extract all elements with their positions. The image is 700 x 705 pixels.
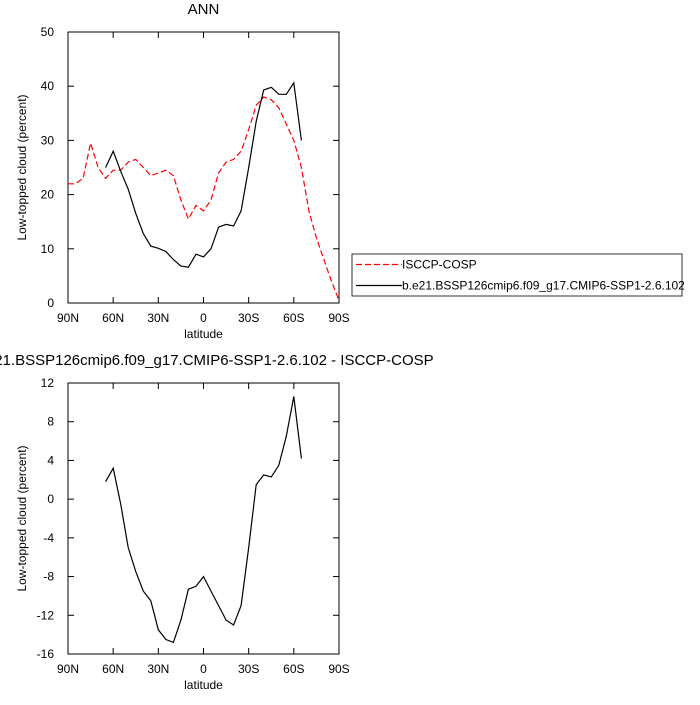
y-tick-label: -12 xyxy=(37,608,55,622)
x-tick-label: 30S xyxy=(238,662,259,676)
chart: b.e21.BSSP126cmip6.f09_g17.CMIP6-SSP1-2.… xyxy=(0,352,434,692)
x-tick-label: 0 xyxy=(200,311,207,325)
x-tick-label: 90S xyxy=(328,311,349,325)
y-tick-label: -4 xyxy=(43,531,54,545)
data-line xyxy=(68,96,340,301)
x-tick-label: 0 xyxy=(200,662,207,676)
y-tick-label: 0 xyxy=(47,492,54,506)
x-axis-label: latitude xyxy=(184,327,223,341)
y-tick-label: 20 xyxy=(41,188,55,202)
x-tick-label: 90S xyxy=(328,662,349,676)
plot-frame xyxy=(67,382,340,655)
chart: ANN 0 10 20 30 40 50 90N 60N 30N 0 30S 60S 90S latitud… xyxy=(15,1,685,341)
x-axis-label: latitude xyxy=(184,678,223,692)
y-tick-label: -8 xyxy=(43,570,54,584)
x-tick-label: 30N xyxy=(147,662,169,676)
y-tick-label: 12 xyxy=(41,376,55,390)
y-tick-label: 0 xyxy=(47,296,54,310)
y-tick-label: 8 xyxy=(47,415,54,429)
x-tick-label: 30N xyxy=(147,311,169,325)
chart-title: b.e21.BSSP126cmip6.f09_g17.CMIP6-SSP1-2.… xyxy=(0,352,434,369)
data-line xyxy=(105,396,302,644)
x-tick-label: 60S xyxy=(283,311,304,325)
x-tick-label: 30S xyxy=(238,311,259,325)
y-tick-label: 30 xyxy=(41,133,55,147)
x-tick-label: 60N xyxy=(102,662,124,676)
y-tick-label: 40 xyxy=(41,79,55,93)
y-tick-label: 50 xyxy=(41,25,55,39)
legend-label: b.e21.BSSP126cmip6.f09_g17.CMIP6-SSP1-2.… xyxy=(402,279,685,293)
chart-title: ANN xyxy=(188,1,220,18)
y-tick-label: 10 xyxy=(41,242,55,256)
plot-frame xyxy=(67,31,340,304)
data-line xyxy=(105,81,302,268)
y-axis-label: Low-topped cloud (percent) xyxy=(15,94,29,240)
x-tick-label: 90N xyxy=(57,311,79,325)
legend-box xyxy=(351,253,683,297)
legend-label: ISCCP-COSP xyxy=(402,258,477,272)
x-tick-label: 60N xyxy=(102,311,124,325)
y-axis-label: Low-topped cloud (percent) xyxy=(15,445,29,591)
x-tick-label: 60S xyxy=(283,662,304,676)
y-tick-label: 4 xyxy=(47,453,54,467)
x-tick-label: 90N xyxy=(57,662,79,676)
y-tick-label: -16 xyxy=(37,647,55,661)
